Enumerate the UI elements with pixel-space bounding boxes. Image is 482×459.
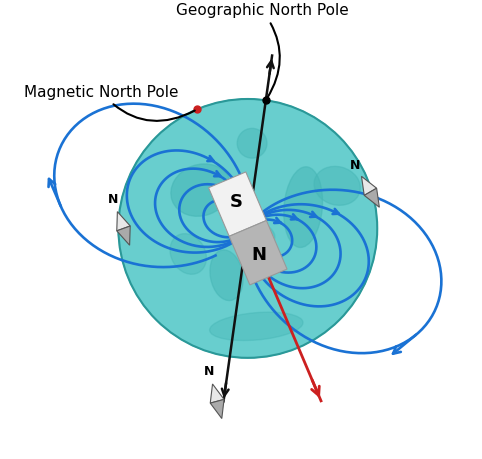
Ellipse shape: [170, 234, 206, 274]
Ellipse shape: [210, 312, 303, 341]
Ellipse shape: [284, 167, 322, 247]
Polygon shape: [210, 384, 224, 403]
Polygon shape: [117, 212, 130, 231]
Ellipse shape: [237, 129, 267, 158]
Text: Geographic North Pole: Geographic North Pole: [176, 3, 348, 98]
Polygon shape: [117, 226, 130, 245]
Polygon shape: [229, 220, 287, 285]
Polygon shape: [362, 176, 376, 196]
Text: N: N: [204, 365, 214, 378]
Text: Magnetic North Pole: Magnetic North Pole: [24, 84, 195, 121]
Text: S: S: [230, 193, 243, 211]
Text: N: N: [350, 159, 361, 172]
Ellipse shape: [171, 164, 231, 216]
Ellipse shape: [229, 219, 275, 246]
Text: N: N: [252, 246, 267, 264]
Ellipse shape: [314, 166, 361, 205]
Circle shape: [119, 99, 377, 358]
Polygon shape: [210, 399, 224, 419]
Polygon shape: [364, 188, 379, 207]
Text: N: N: [108, 193, 118, 207]
Polygon shape: [209, 172, 267, 236]
Ellipse shape: [210, 250, 243, 301]
